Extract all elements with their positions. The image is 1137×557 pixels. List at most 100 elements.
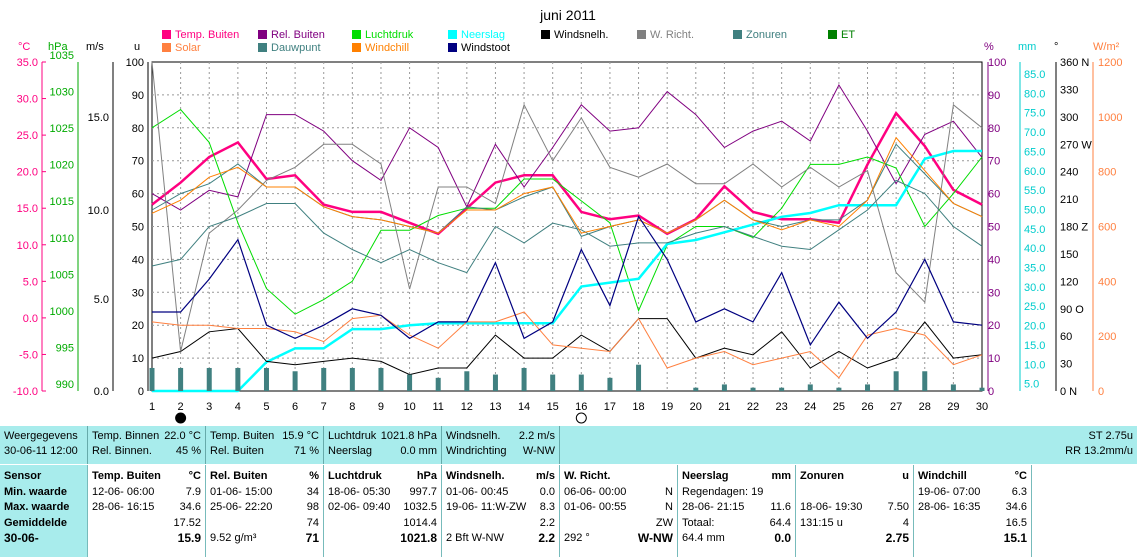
rel-buiten-value: 71 %	[293, 445, 319, 457]
temp-tick: -5.0	[19, 349, 38, 361]
x-tick-day: 10	[403, 401, 415, 413]
et-bar	[807, 384, 813, 391]
legend-swatch	[828, 30, 837, 39]
druk-min-time: 18-06- 05:30	[328, 485, 391, 498]
x-tick-day: 5	[263, 401, 269, 413]
min-label: Min. waarde	[4, 485, 67, 498]
avg-label: Gemiddelde	[4, 516, 67, 529]
pressure-tick: 1005	[50, 269, 74, 281]
zon-unit: u	[902, 470, 909, 482]
direction-tick: 60	[1060, 331, 1072, 343]
x-tick-day: 16	[575, 401, 587, 413]
neerslag-label: Neerslag	[328, 445, 373, 457]
neerslag-line	[152, 149, 982, 393]
rain-tick: 60.0	[1024, 166, 1045, 178]
neerslag-total-label: Totaal:	[682, 516, 715, 529]
x-tick-day: 13	[489, 401, 501, 413]
temp-current: 15.9	[177, 531, 201, 545]
et-bar	[349, 367, 355, 391]
u-tick: 0	[138, 386, 144, 398]
legend-swatch	[733, 30, 742, 39]
wind-avg: 2.2	[539, 516, 555, 529]
x-tick-day: 18	[632, 401, 644, 413]
wind-min: 0.0	[539, 485, 555, 498]
rel-unit: %	[309, 470, 319, 482]
rel-buiten-label: Rel. Buiten	[210, 445, 264, 457]
u-tick: 70	[132, 156, 144, 168]
solar-tick: 1200	[1098, 57, 1122, 69]
empty-column	[1032, 465, 1137, 557]
zon-head: Zonuren	[800, 470, 844, 482]
neerslag-total: 64.4	[769, 516, 791, 529]
rel-head: Rel. Buiten	[210, 470, 268, 482]
rel-max: 98	[306, 501, 319, 513]
wind-unit: m/s	[536, 470, 555, 482]
zonuren-line	[151, 179, 983, 274]
druk-max-time: 02-06- 09:40	[328, 501, 391, 513]
temp-tick: 5.0	[23, 276, 38, 288]
temp-tick: 25.0	[17, 130, 38, 142]
pressure-tick: 1010	[50, 233, 74, 245]
legend-swatch	[448, 30, 457, 39]
et-bar	[836, 387, 842, 391]
direction-tick: 180 Z	[1060, 222, 1088, 234]
x-tick-day: 21	[718, 401, 730, 413]
rel-current-abs: 9.52 g/m³	[210, 532, 257, 544]
temp-buiten-label: Temp. Buiten	[210, 430, 275, 442]
richt-min-time: 06-06- 00:00	[564, 485, 627, 498]
sensor-column: Sensor Min. waarde Max. waarde Gemiddeld…	[0, 465, 88, 557]
x-tick-day: 12	[461, 401, 473, 413]
chill-head: Windchill	[918, 470, 967, 482]
solar-tick: 400	[1098, 276, 1116, 288]
x-tick-day: 22	[747, 401, 759, 413]
x-tick-day: 14	[518, 401, 530, 413]
st-rr-cell: ST 2.75u RR 13.2mm/u	[560, 426, 1137, 464]
wind-max-dir: W-ZW	[495, 501, 527, 513]
pressure-tick: 1015	[50, 196, 74, 208]
druk-min: 997.7	[409, 485, 437, 498]
zon-total: 131:15 u	[800, 516, 843, 529]
current-conditions-bar: Weergegevens 30-06-11 12:00 Temp. Binnen…	[0, 426, 1137, 464]
statistics-table: Sensor Min. waarde Max. waarde Gemiddeld…	[0, 465, 1137, 557]
neerslag-column: Neerslag mm Regendagen: 19 28-06- 21:15 11…	[678, 465, 796, 557]
rain-tick: 70.0	[1024, 127, 1045, 139]
temp-binnen-value: 22.0 °C	[164, 430, 201, 442]
et-bar	[922, 371, 928, 391]
humidity-tick: 40	[988, 254, 1000, 266]
neerslag-current-total: 64.4 mm	[682, 532, 725, 544]
luchtdruk-cell: Luchtdruk 1021.8 hPa Neerslag 0.0 mm	[324, 426, 442, 464]
wind-tick: 10.0	[88, 205, 109, 217]
legend-label: Neerslag	[461, 29, 505, 41]
rel-column: Rel. Buiten% 01-06- 15:00 34 25-06- 22:20…	[206, 465, 324, 557]
legend-swatch	[352, 30, 361, 39]
x-tick-day: 2	[178, 401, 184, 413]
chill-avg: 16.5	[1005, 516, 1027, 529]
full-moon-icon	[175, 412, 187, 424]
wind-max-time: 19-06- 11:	[446, 501, 496, 513]
rel-buiten-line	[151, 83, 983, 211]
legend-swatch	[162, 30, 171, 39]
druk-avg: 1014.4	[403, 516, 437, 529]
et-bar	[607, 377, 613, 391]
legend-label: Temp. Buiten	[175, 29, 239, 41]
temp-tick: 0.0	[23, 313, 38, 325]
luchtdruk-value: 1021.8 hPa	[380, 430, 437, 442]
chill-unit: °C	[1014, 470, 1027, 482]
windrichting-label: Windrichting	[446, 445, 507, 457]
et-bar	[263, 367, 269, 391]
weather-chart: juni 2011°C hPa m/s u% mm ° W/m²35.030.025.020…	[13, 7, 1122, 424]
temp-max: 34.6	[179, 501, 201, 513]
rel-current: 71	[305, 531, 319, 545]
rr-value: RR 13.2mm/u	[1065, 445, 1133, 457]
legend-label: Rel. Buiten	[271, 29, 325, 41]
x-tick-day: 29	[947, 401, 959, 413]
x-tick-day: 30	[976, 401, 988, 413]
rain-tick: 30.0	[1024, 282, 1045, 294]
wind-head: Windsnelh.	[446, 470, 505, 482]
x-tick-day: 11	[432, 401, 443, 413]
pressure-tick: 1020	[50, 160, 74, 172]
direction-tick: 360 N	[1060, 57, 1089, 69]
zon-max-time: 18-06- 19:30	[800, 501, 863, 513]
et-bar	[492, 374, 498, 391]
axis-unit-hpa: hPa	[48, 41, 68, 53]
